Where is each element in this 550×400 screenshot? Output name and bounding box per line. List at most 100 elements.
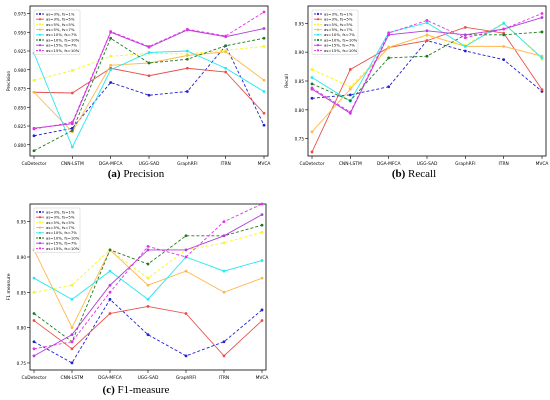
- f1-series-point-6: [108, 248, 112, 252]
- recall-series-point-8: [348, 110, 352, 114]
- precision-series-point-2: [262, 111, 266, 115]
- f1-ytick-label: 0.80: [17, 326, 27, 331]
- recall-legend-label: as=3%, fs=1%: [324, 11, 353, 16]
- f1-series-point-5: [222, 269, 226, 273]
- f1-legend-marker: [38, 247, 42, 250]
- precision-legend-marker: [38, 12, 42, 16]
- precision-chart: 0.800 0.825 0.850 0.875 0.900 0.925 0.950 0.975…: [6, 5, 270, 167]
- f1-xtick-label: GraphRFI: [176, 375, 196, 381]
- recall-series-point-1: [310, 96, 314, 100]
- recall-ytick-label: 0.85: [295, 79, 305, 84]
- recall-series-point-4: [348, 87, 352, 91]
- recall-series-point-5: [310, 76, 314, 79]
- precision-xtick-label: ITRN: [221, 161, 231, 167]
- f1-legend-marker: [38, 236, 42, 240]
- recall-legend-label: as=10%, fs=10%: [324, 37, 358, 42]
- precision-legend-marker: [38, 23, 42, 26]
- precision-series-point-8: [262, 10, 266, 14]
- precision-xtick-label: GraphRFI: [177, 161, 197, 167]
- f1-legend-marker: [38, 210, 42, 214]
- f1-legend-label: as=3%, fs=5%: [46, 215, 75, 220]
- precision-series-point-7: [262, 27, 266, 30]
- precision-ytick-label: 0.975: [14, 12, 26, 17]
- precision-series-point-1: [109, 81, 113, 84]
- f1-series-point-3: [260, 230, 264, 234]
- recall-series-point-8: [463, 36, 467, 40]
- recall-series-point-6: [310, 82, 314, 86]
- precision-xtick-label: CoDetector: [22, 161, 47, 167]
- f1-ytick-label: 0.75: [17, 361, 27, 366]
- f1-series-point-6: [32, 312, 36, 315]
- recall-legend-marker: [316, 23, 320, 26]
- f1-series-point-6: [146, 262, 150, 266]
- f1-series-point-5: [32, 276, 36, 280]
- recall-series-point-7: [425, 29, 429, 33]
- f1-legend-box: [33, 207, 81, 253]
- recall-series-point-5: [425, 21, 429, 25]
- precision-series-point-3: [109, 54, 113, 58]
- precision-series-point-6: [185, 57, 189, 61]
- precision-legend-marker: [38, 18, 42, 21]
- precision-legend-box: [33, 9, 81, 55]
- precision-series-point-6: [224, 44, 228, 48]
- f1-series-point-8: [260, 202, 264, 206]
- f1-ytick-label: 0.95: [17, 220, 27, 225]
- f1-series-point-3: [70, 283, 74, 287]
- recall-xtick-label: GraphRFI: [455, 161, 475, 167]
- caption-letter-b: (b): [391, 168, 406, 180]
- caption-letter-a: (a): [107, 168, 121, 180]
- recall-series-point-6: [348, 99, 352, 103]
- f1-series-point-8: [32, 347, 36, 351]
- precision-xtick-label: CNN-LSTM: [61, 161, 84, 167]
- f1-series-point-6: [184, 234, 188, 238]
- f1-series-point-1: [184, 354, 188, 358]
- f1-series-point-6: [260, 223, 264, 227]
- precision-series-point-8: [185, 27, 189, 31]
- f1-series-point-3: [146, 276, 150, 280]
- precision-series-point-2: [185, 66, 189, 70]
- recall-series-point-8: [310, 86, 314, 90]
- precision-series-point-2: [147, 74, 151, 78]
- f1-chart-panel: 0.75 0.80 0.85 0.90 0.95 CoDetector CNN-LSTM DG…: [0, 198, 272, 398]
- f1-series-point-7: [146, 248, 150, 252]
- caption-text-a: Precision: [123, 168, 165, 180]
- recall-series-point-8: [387, 31, 391, 35]
- recall-legend-label: as=15%, fs=7%: [324, 43, 355, 48]
- recall-ytick-label: 0.95: [295, 21, 305, 26]
- precision-series-point-5: [109, 68, 113, 72]
- precision-series-point-5: [185, 49, 189, 53]
- precision-ytick-label: 0.925: [14, 49, 26, 54]
- recall-xtick-label: CoDetector: [300, 161, 325, 167]
- recall-series-point-8: [425, 19, 429, 22]
- precision-legend-label: as=15%, fs=7%: [46, 43, 77, 48]
- precision-series-point-5: [262, 90, 266, 93]
- precision-series-point-6: [32, 149, 36, 153]
- caption-text-b: Recall: [408, 168, 437, 180]
- precision-series-point-4: [185, 54, 189, 57]
- recall-series-point-5: [502, 21, 506, 25]
- f1-xtick-label: CNN-LSTM: [61, 375, 84, 381]
- precision-legend-marker: [38, 44, 42, 47]
- f1-ylabel: F1 measure: [6, 273, 12, 300]
- recall-ytick-label: 0.90: [295, 50, 305, 55]
- f1-series-point-1: [108, 297, 112, 301]
- recall-series-point-7: [540, 16, 544, 19]
- f1-xtick-label: ITRN: [219, 375, 229, 381]
- precision-series-point-1: [32, 134, 36, 138]
- recall-series-point-2: [540, 88, 544, 92]
- f1-ytick-label: 0.85: [17, 290, 27, 295]
- precision-series-point-6: [147, 61, 151, 65]
- recall-ytick-label: 0.80: [295, 108, 305, 113]
- recall-series-point-1: [348, 93, 352, 97]
- recall-series-point-1: [463, 49, 467, 53]
- precision-series-point-4: [262, 78, 266, 82]
- f1-series-point-3: [32, 290, 36, 294]
- precision-series-point-8: [70, 120, 74, 124]
- f1-series-point-8: [70, 340, 74, 344]
- recall-series-point-5: [463, 44, 467, 48]
- recall-xtick-label: CNN-LSTM: [339, 161, 362, 167]
- recall-legend-box: [311, 9, 359, 55]
- precision-series-point-5: [70, 145, 74, 149]
- recall-series-point-1: [502, 58, 506, 62]
- precision-series-point-4: [224, 50, 228, 54]
